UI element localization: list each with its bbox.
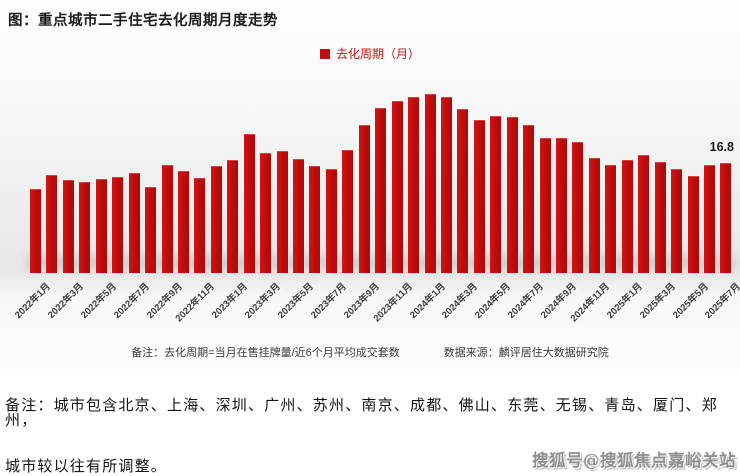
bar [605,165,617,273]
bar [194,178,206,273]
bar [588,158,600,273]
bottom-note-line2: 城市较以往有所调整。 [5,457,168,475]
bar [408,97,420,273]
bar [46,175,58,273]
chart-footnote: 备注：去化周期=当月在售挂牌量/近6个月平均成交套数 数据来源：麟评居住大数据研… [0,344,740,360]
bar [62,180,74,273]
x-tick-label: 2024年1月 [407,281,448,322]
legend-swatch-icon [319,48,330,59]
bar [638,155,650,273]
x-tick-label: 2022年7月 [111,281,152,322]
bar [556,138,567,273]
x-tick-label: 2022年5月 [78,281,119,322]
x-tick-label: 2022年11月 [173,281,217,325]
x-tick-label: 2024年9月 [538,281,579,322]
x-tick-label: 2023年3月 [242,281,283,322]
bar [243,134,255,273]
bar [276,151,288,273]
last-bar-value-label: 16.8 [709,140,734,154]
bar [293,159,304,273]
x-tick-label: 2022年1月 [12,281,53,322]
footnote-source: 数据来源：麟评居住大数据研究院 [443,347,609,359]
bar [654,162,666,273]
bar [309,166,321,273]
x-tick-label: 2024年5月 [472,281,513,322]
bar [506,117,518,273]
bar [145,187,157,273]
bar [210,166,222,273]
legend: 去化周期（月） [0,45,740,62]
bar [572,142,584,273]
bar [79,182,91,273]
x-tick-label: 2022年9月 [144,281,185,322]
bar [112,177,124,273]
bar [720,163,732,273]
bar [523,125,535,273]
x-tick-label: 2022年3月 [45,281,86,322]
bar-plot-area [30,85,732,273]
bar [490,116,502,273]
bar [391,101,403,273]
x-tick-label: 2025年1月 [604,281,645,322]
x-tick-label: 2024年7月 [505,281,546,322]
bar [260,153,272,273]
bar [440,97,452,273]
x-tick-label: 2023年11月 [371,281,415,325]
bar [703,165,715,273]
x-tick-label: 2023年5月 [275,281,316,322]
x-tick-label: 2025年5月 [670,281,711,322]
bar [227,160,239,273]
x-tick-label: 2023年9月 [341,281,382,322]
legend-label: 去化周期（月） [335,47,420,61]
bar [95,179,107,273]
bar [342,150,354,273]
x-tick-label: 2023年7月 [308,281,349,322]
bar [621,160,633,273]
bar [457,109,469,273]
bar [128,173,140,273]
x-tick-label: 2023年1月 [209,281,250,322]
chart-title: 图：重点城市二手住宅去化周期月度走势 [8,13,278,29]
bottom-note: 备注：城市包含北京、上海、深圳、广州、苏州、南京、成都、佛山、东莞、无锡、青岛、… [5,398,737,474]
x-tick-label: 2024年11月 [568,281,612,325]
x-tick-label: 2024年3月 [439,281,480,322]
bar [358,125,370,273]
bar [177,171,189,273]
x-tick-label: 2025年3月 [637,281,678,322]
bar [375,108,387,273]
bar [30,189,41,273]
chart-card: 图：重点城市二手住宅去化周期月度走势 去化周期（月） 16.8 2022年1月 2… [0,0,740,372]
footnote-definition: 备注：去化周期=当月在售挂牌量/近6个月平均成交套数 [131,347,400,359]
bar [161,165,173,273]
bottom-note-line1: 备注：城市包含北京、上海、深圳、广州、苏州、南京、成都、佛山、东莞、无锡、青岛、… [5,396,718,429]
bar [473,120,485,273]
watermark: 搜狐号@搜狐焦点嘉峪关站 [532,451,736,470]
x-tick-label: 2025年7月 [702,281,740,322]
bar [539,138,551,273]
bar [671,169,683,273]
bar [325,169,337,273]
bar [687,176,699,273]
bar [424,94,436,273]
